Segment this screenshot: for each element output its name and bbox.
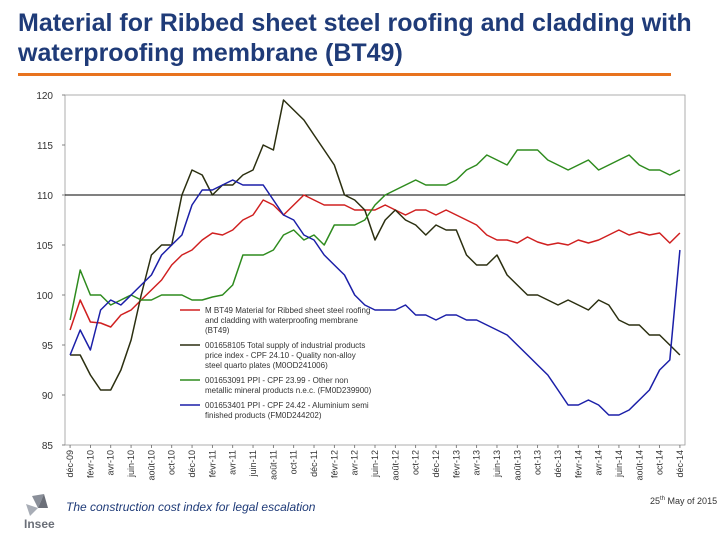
x-tick-label: déc-12 bbox=[431, 450, 441, 478]
logo-text: Insee bbox=[24, 517, 55, 531]
legend-label: 001653091 PPI - CPF 23.99 - Other non bbox=[205, 376, 348, 385]
x-tick-label: oct-13 bbox=[533, 450, 543, 475]
plot-border bbox=[64, 94, 686, 446]
y-tick-label: 85 bbox=[42, 441, 54, 452]
footer-date-rest: May of 2015 bbox=[667, 496, 718, 506]
legend-label: metallic mineral products n.e.c. (FM0D23… bbox=[205, 386, 372, 395]
y-tick-label: 105 bbox=[36, 241, 53, 252]
x-tick-label: avr-12 bbox=[350, 450, 360, 476]
series-line-1 bbox=[69, 194, 681, 331]
x-tick-label: août-10 bbox=[146, 450, 156, 481]
x-axis: déc-09 févr-10 avr-10 juin-10 août-10 oct-10 d… bbox=[65, 445, 685, 481]
x-tick-label: oct-12 bbox=[411, 450, 421, 475]
legend-label: (BT49) bbox=[205, 326, 230, 335]
y-tick-label: 110 bbox=[37, 191, 53, 202]
x-tick-label: juin-13 bbox=[492, 450, 502, 478]
x-tick-label: août-13 bbox=[512, 450, 522, 481]
x-tick-label: févr-11 bbox=[207, 450, 217, 477]
title-underline bbox=[18, 73, 671, 76]
x-tick-label: déc-13 bbox=[553, 450, 563, 478]
x-tick-label: oct-11 bbox=[289, 450, 299, 474]
series-line-4 bbox=[69, 179, 681, 416]
y-axis: 85 90 95 100 105 110 115 120 bbox=[36, 91, 65, 452]
legend-label: 001658105 Total supply of industrial pro… bbox=[205, 341, 365, 350]
x-tick-label: juin-11 bbox=[248, 450, 258, 477]
legend-label: price index - CPF 24.10 - Quality non-al… bbox=[205, 351, 356, 360]
x-tick-label: avr-10 bbox=[106, 450, 116, 476]
y-tick-label: 120 bbox=[36, 91, 53, 102]
x-tick-label: août-14 bbox=[634, 450, 644, 481]
legend-label: and cladding with waterproofing membrane bbox=[205, 316, 359, 325]
x-tick-label: oct-10 bbox=[167, 450, 177, 475]
y-tick-label: 90 bbox=[42, 391, 54, 402]
footer-date-suffix: th bbox=[660, 496, 666, 502]
footer-date: 25th May of 2015 bbox=[650, 493, 720, 507]
y-tick-label: 100 bbox=[36, 291, 53, 302]
legend: M BT49 Material for Ribbed sheet steel r… bbox=[180, 306, 372, 420]
x-tick-label: juin-12 bbox=[370, 450, 380, 478]
x-tick-label: déc-09 bbox=[65, 450, 75, 478]
y-tick-label: 115 bbox=[37, 141, 53, 152]
x-tick-label: févr-13 bbox=[451, 450, 461, 478]
y-tick-label: 95 bbox=[42, 341, 54, 352]
series-line-3 bbox=[69, 149, 681, 321]
x-tick-label: avr-13 bbox=[472, 450, 482, 476]
x-tick-label: déc-11 bbox=[309, 450, 319, 477]
series-layer bbox=[69, 99, 681, 416]
legend-label: steel quarto plates (M0OD241006) bbox=[205, 361, 328, 370]
x-tick-label: juin-14 bbox=[614, 450, 624, 478]
x-tick-label: août-11 bbox=[268, 450, 278, 480]
x-tick-label: avr-11 bbox=[228, 450, 238, 475]
x-tick-label: déc-10 bbox=[187, 450, 197, 478]
series-line-2 bbox=[70, 99, 681, 391]
x-tick-label: févr-14 bbox=[573, 450, 583, 478]
footer-date-day: 25 bbox=[650, 496, 661, 506]
footer-caption: The construction cost index for legal es… bbox=[66, 500, 316, 514]
legend-label: M BT49 Material for Ribbed sheet steel r… bbox=[205, 306, 370, 315]
x-tick-label: févr-12 bbox=[329, 450, 339, 478]
x-tick-label: oct-14 bbox=[655, 450, 665, 475]
x-tick-label: juin-10 bbox=[126, 450, 136, 478]
x-tick-label: févr-10 bbox=[85, 450, 95, 478]
legend-label: 001653401 PPI - CPF 24.42 - Aluminium se… bbox=[205, 401, 369, 410]
x-tick-label: avr-14 bbox=[594, 450, 604, 476]
insee-logo-icon bbox=[26, 494, 48, 516]
legend-label: finished products (FM0D244202) bbox=[205, 411, 322, 420]
page-title: Material for Ribbed sheet steel roofing … bbox=[18, 9, 692, 67]
x-tick-label: déc-14 bbox=[675, 450, 685, 478]
x-tick-label: août-12 bbox=[390, 450, 400, 481]
